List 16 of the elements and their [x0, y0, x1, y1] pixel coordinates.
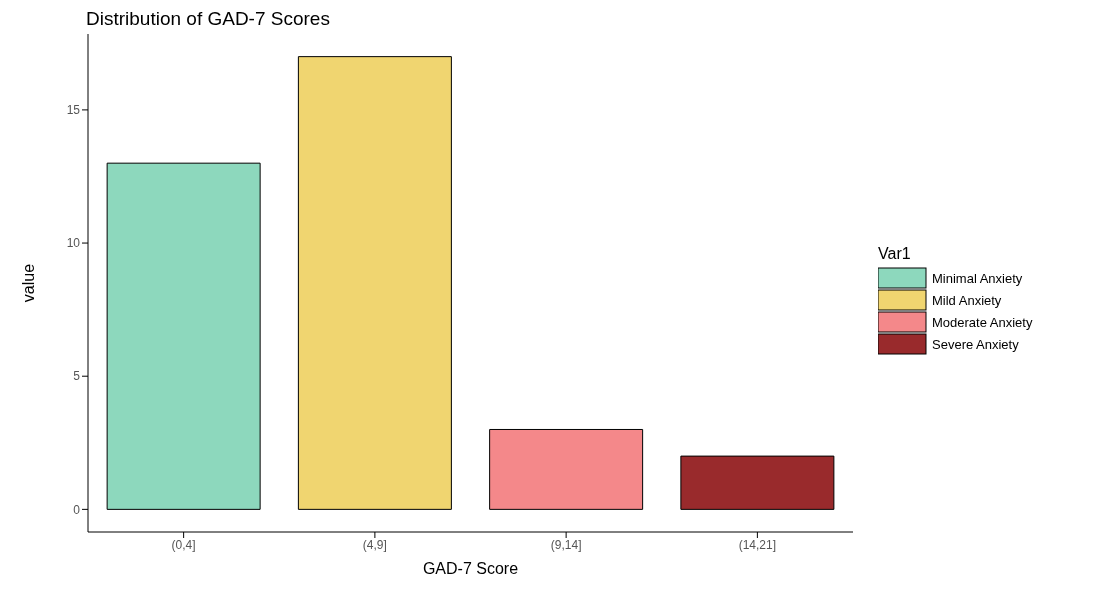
- x-tick-label: (14,21]: [738, 537, 777, 552]
- legend-label: Severe Anxiety: [932, 336, 1019, 352]
- x-tick-label: (9,14]: [550, 537, 582, 552]
- x-axis-title: GAD-7 Score: [422, 560, 519, 577]
- y-tick-label: 15: [66, 103, 81, 118]
- legend-label: Minimal Anxiety: [932, 270, 1023, 286]
- chart-title: Distribution of GAD-7 Scores: [86, 8, 331, 31]
- x-tick-label: (0,4]: [171, 537, 196, 552]
- legend-title: Var1: [878, 245, 912, 263]
- y-tick-label: 5: [73, 369, 81, 384]
- x-tick-label: (4,9]: [362, 537, 387, 552]
- y-tick-label: 10: [66, 236, 81, 251]
- legend-label: Mild Anxiety: [932, 292, 1002, 308]
- y-axis-title: value: [19, 263, 37, 303]
- legend-label: Moderate Anxiety: [932, 314, 1033, 330]
- y-tick-label: 0: [73, 502, 81, 517]
